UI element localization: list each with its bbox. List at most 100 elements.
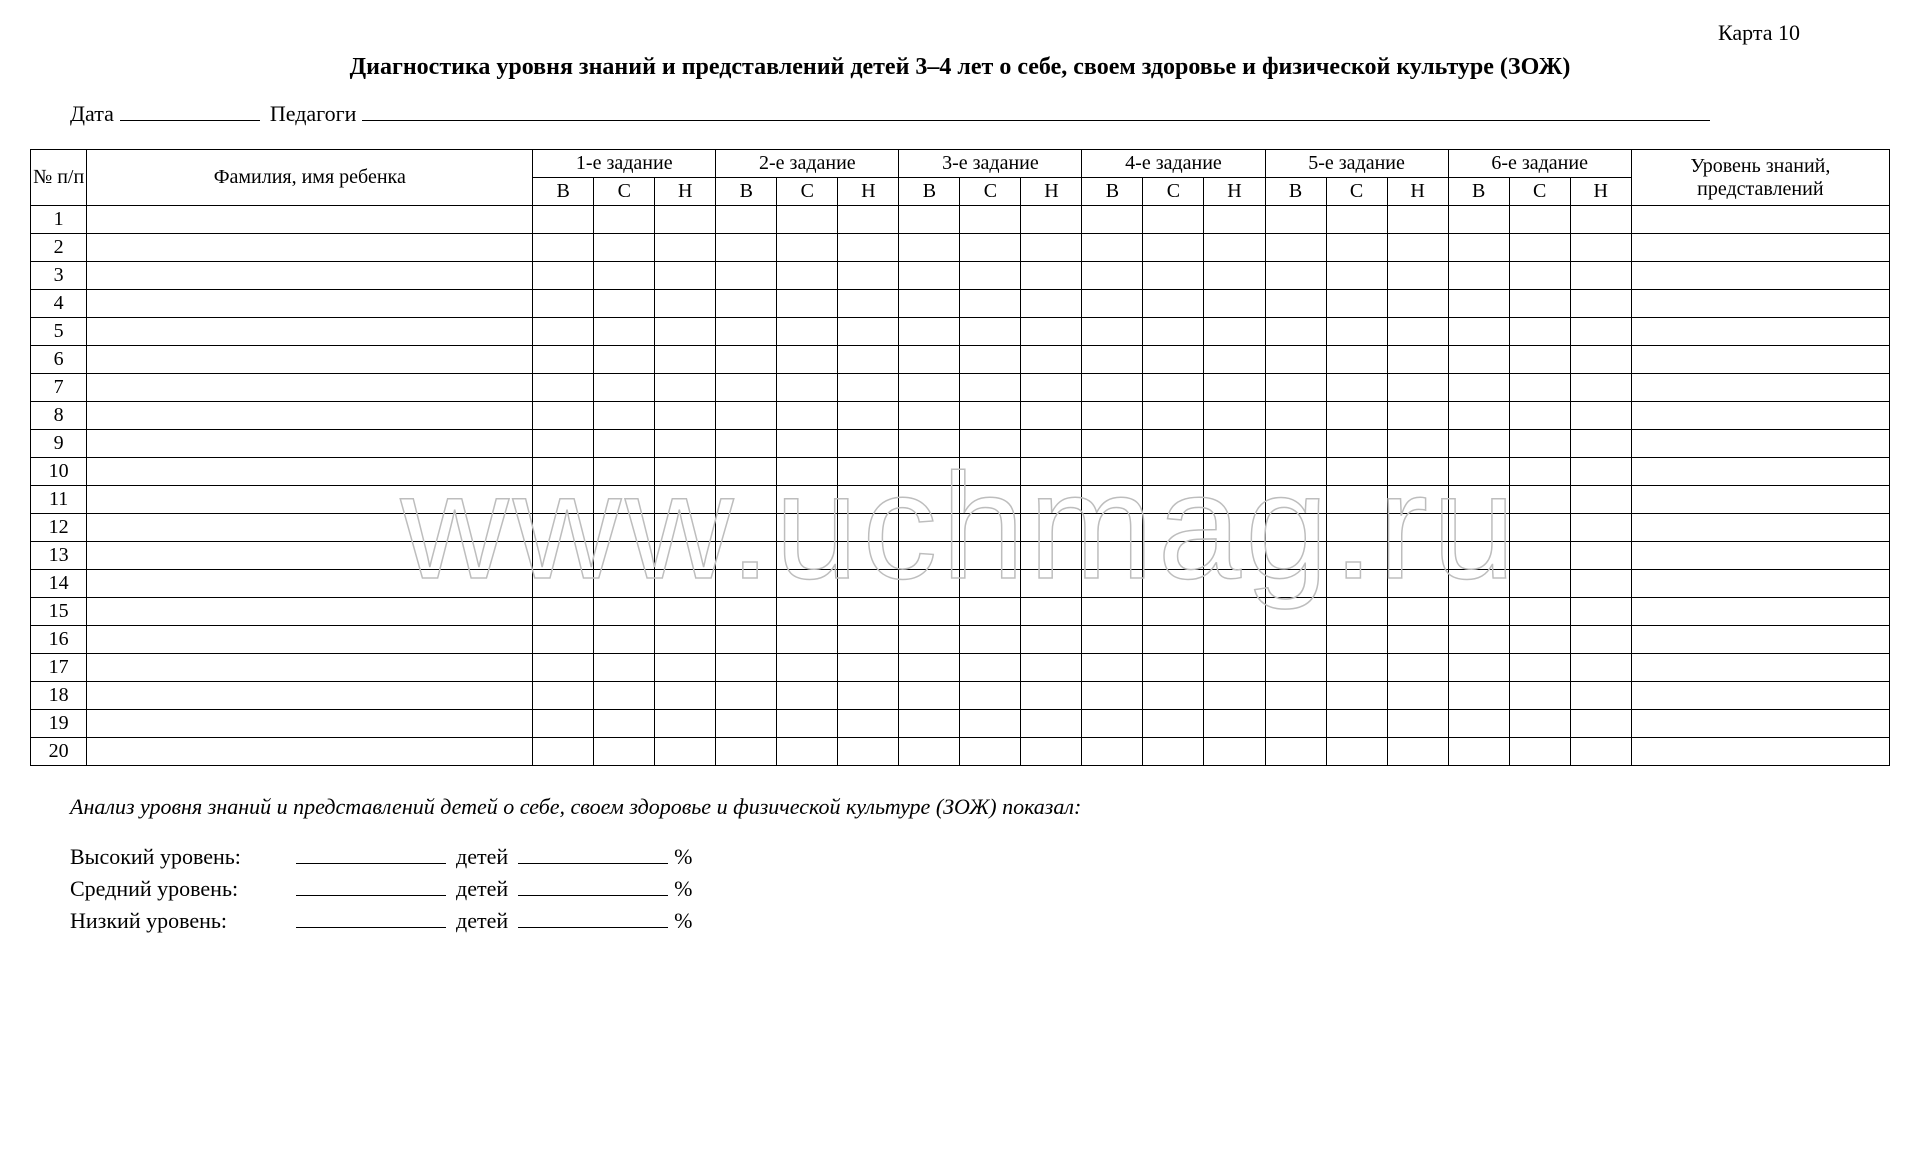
table-cell[interactable]	[1509, 598, 1570, 626]
table-cell[interactable]	[655, 682, 716, 710]
table-cell[interactable]	[1143, 374, 1204, 402]
table-cell[interactable]	[1387, 486, 1448, 514]
table-cell[interactable]	[87, 486, 533, 514]
table-cell[interactable]	[1570, 738, 1631, 766]
table-cell[interactable]	[838, 626, 899, 654]
table-cell[interactable]	[899, 626, 960, 654]
table-cell[interactable]	[1570, 654, 1631, 682]
table-cell[interactable]	[777, 290, 838, 318]
table-cell[interactable]	[1631, 346, 1889, 374]
table-cell[interactable]	[1082, 514, 1143, 542]
table-cell[interactable]	[1570, 262, 1631, 290]
table-cell[interactable]	[1326, 234, 1387, 262]
table-cell[interactable]	[716, 290, 777, 318]
table-cell[interactable]	[1631, 598, 1889, 626]
table-cell[interactable]	[1021, 738, 1082, 766]
table-cell[interactable]	[1265, 346, 1326, 374]
table-cell[interactable]	[1631, 486, 1889, 514]
table-cell[interactable]	[1143, 234, 1204, 262]
table-cell[interactable]	[1082, 402, 1143, 430]
table-cell[interactable]	[777, 262, 838, 290]
table-cell[interactable]	[1509, 262, 1570, 290]
table-cell[interactable]	[1509, 346, 1570, 374]
table-cell[interactable]	[1448, 430, 1509, 458]
table-cell[interactable]	[1509, 318, 1570, 346]
table-cell[interactable]	[1387, 458, 1448, 486]
table-cell[interactable]	[655, 514, 716, 542]
table-cell[interactable]	[1082, 486, 1143, 514]
table-cell[interactable]	[87, 262, 533, 290]
table-cell[interactable]	[777, 682, 838, 710]
table-cell[interactable]	[87, 598, 533, 626]
table-cell[interactable]	[1143, 402, 1204, 430]
table-cell[interactable]	[87, 234, 533, 262]
table-cell[interactable]	[1082, 430, 1143, 458]
table-cell[interactable]	[1021, 598, 1082, 626]
table-cell[interactable]	[1326, 654, 1387, 682]
table-cell[interactable]	[594, 626, 655, 654]
table-cell[interactable]	[838, 430, 899, 458]
table-cell[interactable]	[1021, 458, 1082, 486]
table-cell[interactable]	[1143, 458, 1204, 486]
table-cell[interactable]	[838, 514, 899, 542]
table-cell[interactable]	[87, 458, 533, 486]
table-cell[interactable]	[838, 682, 899, 710]
table-cell[interactable]	[716, 430, 777, 458]
table-cell[interactable]	[87, 542, 533, 570]
table-cell[interactable]	[655, 598, 716, 626]
table-cell[interactable]	[960, 486, 1021, 514]
table-cell[interactable]	[533, 486, 594, 514]
table-cell[interactable]	[594, 542, 655, 570]
table-cell[interactable]	[838, 234, 899, 262]
table-cell[interactable]	[838, 710, 899, 738]
table-cell[interactable]	[1387, 682, 1448, 710]
table-cell[interactable]	[838, 738, 899, 766]
table-cell[interactable]	[1631, 290, 1889, 318]
table-cell[interactable]	[777, 430, 838, 458]
table-cell[interactable]	[1570, 710, 1631, 738]
table-cell[interactable]	[1448, 458, 1509, 486]
table-cell[interactable]	[777, 626, 838, 654]
level-percent-blank[interactable]	[518, 842, 668, 864]
table-cell[interactable]	[594, 738, 655, 766]
table-cell[interactable]	[960, 710, 1021, 738]
table-cell[interactable]	[1509, 430, 1570, 458]
table-cell[interactable]	[594, 290, 655, 318]
table-cell[interactable]	[594, 262, 655, 290]
table-cell[interactable]	[1265, 626, 1326, 654]
table-cell[interactable]	[777, 542, 838, 570]
table-cell[interactable]	[1570, 682, 1631, 710]
table-cell[interactable]	[1509, 374, 1570, 402]
table-cell[interactable]	[533, 374, 594, 402]
table-cell[interactable]	[1021, 626, 1082, 654]
table-cell[interactable]	[1204, 654, 1265, 682]
table-cell[interactable]	[1631, 458, 1889, 486]
table-cell[interactable]	[594, 486, 655, 514]
table-cell[interactable]	[1631, 206, 1889, 234]
table-cell[interactable]	[1265, 486, 1326, 514]
table-cell[interactable]	[899, 654, 960, 682]
table-cell[interactable]	[1570, 206, 1631, 234]
table-cell[interactable]	[655, 738, 716, 766]
table-cell[interactable]	[1326, 206, 1387, 234]
table-cell[interactable]	[1143, 598, 1204, 626]
table-cell[interactable]	[1204, 682, 1265, 710]
table-cell[interactable]	[1143, 570, 1204, 598]
table-cell[interactable]	[777, 346, 838, 374]
table-cell[interactable]	[899, 458, 960, 486]
table-cell[interactable]	[1204, 234, 1265, 262]
table-cell[interactable]	[1448, 234, 1509, 262]
table-cell[interactable]	[1570, 514, 1631, 542]
table-cell[interactable]	[899, 206, 960, 234]
table-cell[interactable]	[838, 318, 899, 346]
table-cell[interactable]	[1570, 570, 1631, 598]
table-cell[interactable]	[87, 374, 533, 402]
table-cell[interactable]	[1143, 738, 1204, 766]
table-cell[interactable]	[1509, 710, 1570, 738]
table-cell[interactable]	[777, 318, 838, 346]
table-cell[interactable]	[838, 542, 899, 570]
table-cell[interactable]	[960, 234, 1021, 262]
table-cell[interactable]	[899, 262, 960, 290]
table-cell[interactable]	[1265, 458, 1326, 486]
table-cell[interactable]	[899, 430, 960, 458]
